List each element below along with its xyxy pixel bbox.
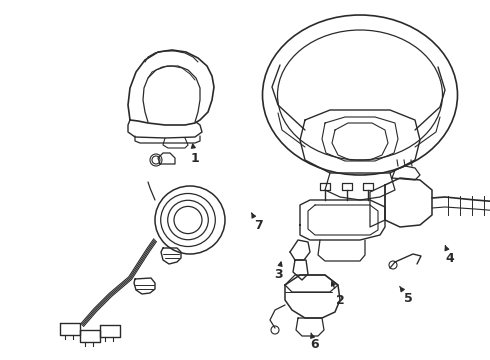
Text: 5: 5 — [400, 287, 413, 305]
Text: 1: 1 — [191, 144, 199, 165]
Text: 3: 3 — [274, 262, 282, 282]
Text: 2: 2 — [332, 282, 344, 306]
Text: 6: 6 — [311, 333, 319, 351]
Text: 7: 7 — [252, 213, 262, 231]
Text: 4: 4 — [445, 246, 454, 265]
